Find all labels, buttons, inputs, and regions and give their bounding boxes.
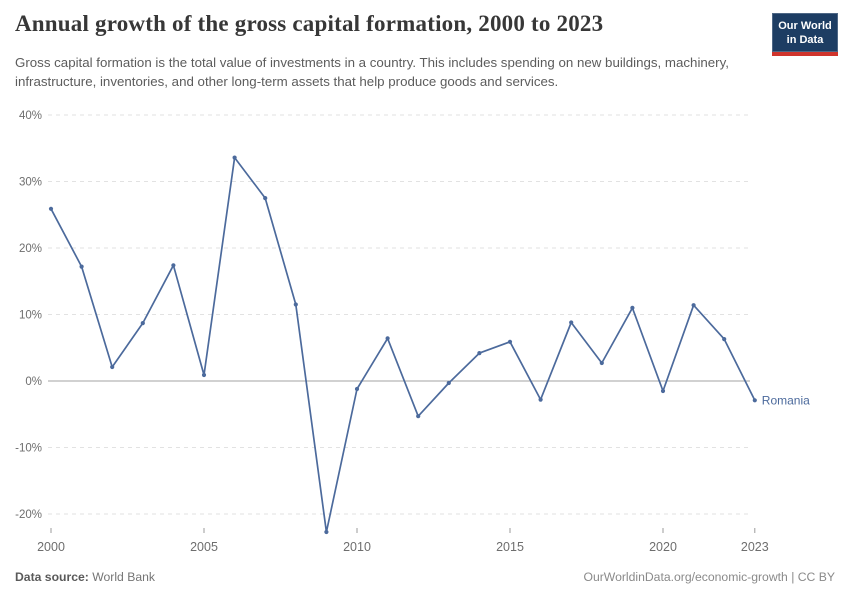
x-axis-label: 2015 <box>496 540 524 554</box>
data-point[interactable] <box>722 337 727 342</box>
data-source-note: Data source: World Bank <box>15 570 155 584</box>
data-point[interactable] <box>569 320 574 325</box>
y-axis-label: 10% <box>19 310 42 322</box>
data-point[interactable] <box>691 303 696 308</box>
chart-title: Annual growth of the gross capital forma… <box>15 11 604 36</box>
data-point[interactable] <box>538 397 543 402</box>
data-point[interactable] <box>477 351 482 356</box>
data-point[interactable] <box>232 155 237 160</box>
y-axis-label: 30% <box>19 177 42 189</box>
data-point[interactable] <box>416 414 421 419</box>
data-point[interactable] <box>752 398 757 403</box>
chart-subtitle: Gross capital formation is the total val… <box>15 55 729 89</box>
data-point[interactable] <box>507 339 513 344</box>
y-axis-label: -10% <box>15 443 42 455</box>
data-source-value: World Bank <box>92 570 155 584</box>
x-axis-label: 2005 <box>190 540 218 554</box>
x-axis-label: 2020 <box>649 540 677 554</box>
y-axis-label: 0% <box>25 376 42 388</box>
owid-logo-line1: Our World <box>778 20 832 32</box>
owid-logo[interactable]: Our World in Data <box>772 13 838 57</box>
data-point[interactable] <box>263 196 268 201</box>
data-point[interactable] <box>48 206 54 211</box>
data-point[interactable] <box>293 302 298 307</box>
data-point[interactable] <box>79 264 84 269</box>
series-label-romania[interactable]: Romania <box>762 393 810 407</box>
y-axis-label: 40% <box>19 110 42 122</box>
data-point[interactable] <box>171 263 176 268</box>
data-point[interactable] <box>446 380 451 386</box>
y-axis-label: -20% <box>15 509 42 521</box>
data-source-label: Data source: <box>15 570 89 584</box>
data-point[interactable] <box>140 321 145 326</box>
x-axis-label: 2010 <box>343 540 371 554</box>
data-point[interactable] <box>385 336 390 341</box>
data-point[interactable] <box>599 360 604 366</box>
data-point[interactable] <box>630 305 635 310</box>
owid-logo-line2: in Data <box>786 34 824 47</box>
data-point[interactable] <box>201 372 207 378</box>
data-point[interactable] <box>660 388 666 394</box>
data-line-romania[interactable] <box>50 156 756 533</box>
credit-link[interactable]: OurWorldinData.org/economic-growth | CC … <box>583 570 835 584</box>
data-point[interactable] <box>324 529 329 535</box>
data-point[interactable] <box>110 364 115 370</box>
x-axis-label: 2000 <box>37 540 65 554</box>
x-axis-label: 2023 <box>741 540 769 554</box>
y-axis-label: 20% <box>19 243 42 255</box>
data-point[interactable] <box>354 386 360 392</box>
